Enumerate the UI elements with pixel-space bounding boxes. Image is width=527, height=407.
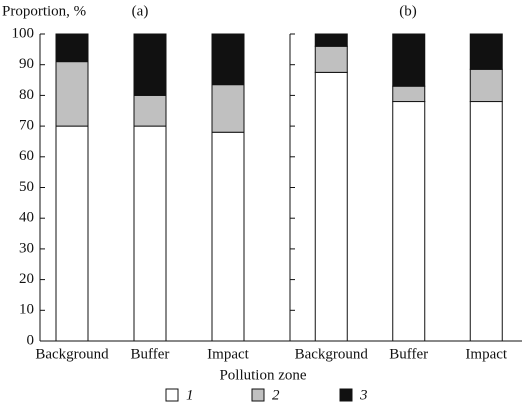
bar-segment bbox=[314, 71, 348, 342]
bar-segment bbox=[133, 33, 167, 96]
legend-label: 3 bbox=[359, 387, 368, 403]
bar-segment bbox=[392, 33, 426, 87]
y-tick-label: 0 bbox=[27, 332, 35, 348]
y-tick-label: 20 bbox=[19, 271, 34, 287]
bar-segment bbox=[55, 125, 89, 342]
legend-swatch bbox=[165, 388, 179, 402]
bar-segment bbox=[211, 33, 245, 86]
bar-segment bbox=[314, 45, 348, 73]
y-tick-label: 70 bbox=[19, 118, 34, 134]
bar-segment bbox=[469, 68, 503, 103]
legend-label: 2 bbox=[272, 387, 280, 403]
bar-segment bbox=[55, 33, 89, 63]
bar-segment bbox=[469, 33, 503, 70]
x-tick-label: Background bbox=[35, 346, 109, 362]
bar-segment bbox=[469, 101, 503, 342]
x-tick-label: Impact bbox=[465, 346, 507, 362]
bar-segment bbox=[55, 61, 89, 127]
legend-swatch bbox=[339, 388, 353, 402]
y-tick-label: 30 bbox=[19, 240, 34, 256]
bar-segment bbox=[211, 84, 245, 133]
y-tick-label: 10 bbox=[19, 302, 34, 318]
bar-segment bbox=[133, 125, 167, 342]
y-axis-label: Proportion, % bbox=[2, 3, 86, 19]
y-tick-label: 80 bbox=[19, 87, 34, 103]
y-tick-label: 90 bbox=[19, 56, 34, 72]
legend-label: 1 bbox=[186, 387, 194, 403]
legend-swatch bbox=[251, 388, 265, 402]
y-tick-label: 100 bbox=[12, 25, 35, 41]
x-tick-label: Buffer bbox=[131, 346, 170, 362]
bar-segment bbox=[392, 85, 426, 103]
y-tick-label: 50 bbox=[19, 179, 34, 195]
panel-title: (b) bbox=[399, 3, 417, 19]
x-axis-label: Pollution zone bbox=[219, 367, 306, 383]
y-tick-label: 60 bbox=[19, 148, 34, 164]
x-tick-label: Buffer bbox=[389, 346, 428, 362]
x-tick-label: Background bbox=[295, 346, 369, 362]
bar-segment bbox=[133, 94, 167, 127]
y-tick-label: 40 bbox=[19, 210, 34, 226]
bar-segment bbox=[392, 101, 426, 342]
x-tick-label: Impact bbox=[207, 346, 249, 362]
bar-segment bbox=[314, 33, 348, 47]
panel-title: (a) bbox=[132, 3, 149, 19]
bar-segment bbox=[211, 131, 245, 342]
